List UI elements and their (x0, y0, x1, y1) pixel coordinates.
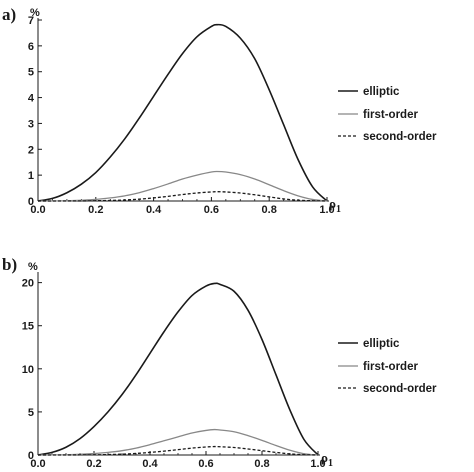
y-tick-label: 5 (28, 407, 34, 419)
panel-b-plot: 0.0 0.2 0.4 0.6 0.8 1.0 0 5 10 15 20 (22, 272, 326, 470)
y-tick-label: 6 (28, 41, 34, 53)
series-line-first-order (37, 170, 328, 202)
y-tick-label: 10 (22, 364, 34, 376)
y-tick-label: 7 (28, 15, 34, 27)
panel-b-label: b) (2, 255, 17, 274)
x-tick-label: 0.0 (30, 458, 45, 470)
panel-b: b) % ρ1 0.0 0.2 0.4 0.6 0.8 1.0 0 5 10 15 20 ellip… (2, 255, 437, 470)
y-tick-label: 15 (22, 321, 34, 333)
legend-label-second-order: second-order (363, 131, 437, 143)
legend-label-elliptic: elliptic (363, 86, 400, 98)
y-tick-label: 5 (28, 67, 34, 79)
x-tick-label: 0.8 (262, 204, 277, 216)
panel-b-x-axis-label: ρ1 (321, 450, 333, 469)
x-tick-label: 0.8 (254, 458, 269, 470)
panel-a-x-axis-symbol: ρ (329, 196, 336, 211)
legend-label-second-order: second-order (363, 383, 437, 395)
panel-a-legend: elliptic first-order second-order (338, 86, 437, 143)
x-tick-label: 1.0 (319, 204, 334, 216)
legend-label-first-order: first-order (363, 361, 418, 373)
series-line-second-order (37, 445, 319, 456)
panel-a-x-axis-subscript: 1 (336, 204, 341, 215)
y-tick-label: 3 (28, 118, 34, 130)
panel-b-x-axis-symbol: ρ (321, 450, 328, 465)
series-line-second-order (38, 191, 328, 202)
x-tick-label: 1.0 (310, 458, 325, 470)
panel-a-label: a) (2, 5, 16, 24)
y-tick-label: 0 (28, 450, 34, 462)
y-tick-label: 4 (28, 93, 35, 105)
panel-b-y-unit: % (28, 261, 38, 273)
legend-label-first-order: first-order (363, 109, 418, 121)
x-tick-label: 0.0 (30, 204, 45, 216)
y-tick-label: 1 (28, 170, 34, 182)
legend-label-elliptic: elliptic (363, 338, 400, 350)
panel-b-legend: elliptic first-order second-order (338, 338, 437, 395)
panel-a-x-axis-label: ρ1 (329, 196, 341, 215)
panel-a-y-unit: % (30, 7, 40, 19)
x-tick-label: 0.6 (204, 204, 219, 216)
y-tick-label: 2 (28, 144, 34, 156)
x-tick-label: 0.4 (146, 204, 162, 216)
y-tick-label: 20 (22, 278, 34, 290)
series-line-elliptic (37, 282, 319, 456)
panel-b-x-axis-subscript: 1 (328, 458, 333, 469)
x-tick-label: 0.2 (86, 458, 101, 470)
x-tick-label: 0.2 (88, 204, 103, 216)
y-tick-label: 0 (28, 196, 34, 208)
series-line-first-order (37, 428, 319, 456)
x-tick-label: 0.4 (142, 458, 158, 470)
series-line-elliptic (37, 23, 328, 202)
panel-a-plot: 0.0 0.2 0.4 0.6 0.8 1.0 0 1 2 3 4 5 6 7 (28, 15, 335, 216)
x-tick-label: 0.6 (198, 458, 213, 470)
